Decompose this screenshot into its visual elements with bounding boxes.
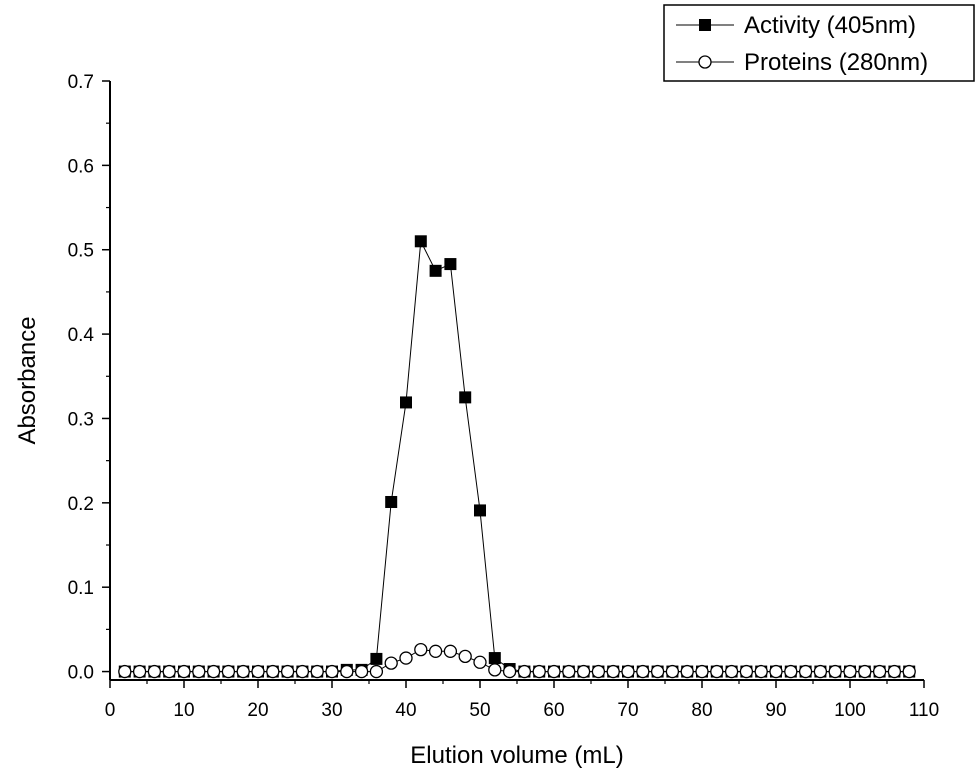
data-point-circle: [903, 666, 915, 678]
data-point-circle: [341, 666, 353, 678]
data-point-circle: [178, 666, 190, 678]
x-tick-label: 10: [173, 700, 194, 721]
data-point-circle: [814, 666, 826, 678]
data-point-circle: [726, 666, 738, 678]
x-tick-label: 100: [834, 700, 866, 721]
data-point-circle: [607, 666, 619, 678]
data-point-circle: [859, 666, 871, 678]
data-point-circle: [415, 644, 427, 656]
data-point-circle: [548, 666, 560, 678]
data-point-square: [370, 653, 382, 665]
data-point-circle: [652, 666, 664, 678]
y-tick-label: 0.7: [68, 72, 94, 93]
data-point-circle: [770, 666, 782, 678]
legend-marker-open-circle: [699, 56, 711, 68]
x-tick-label: 80: [691, 700, 712, 721]
x-tick-label: 50: [469, 700, 490, 721]
legend: Activity (405nm) Proteins (280nm): [664, 5, 974, 81]
data-point-square: [415, 235, 427, 247]
data-point-circle: [888, 666, 900, 678]
x-tick-label: 90: [765, 700, 786, 721]
x-tick-label: 0: [105, 700, 116, 721]
data-point-circle: [400, 652, 412, 664]
x-axis-title: Elution volume (mL): [410, 742, 623, 769]
y-tick-label: 0.2: [68, 494, 94, 515]
data-point-square: [430, 265, 442, 277]
data-point-circle: [740, 666, 752, 678]
data-point-circle: [637, 666, 649, 678]
data-point-circle: [489, 664, 501, 676]
data-point-circle: [237, 666, 249, 678]
data-point-circle: [119, 666, 131, 678]
data-point-circle: [459, 650, 471, 662]
data-point-circle: [681, 666, 693, 678]
data-point-circle: [385, 657, 397, 669]
data-point-circle: [356, 666, 368, 678]
legend-label-proteins: Proteins (280nm): [744, 49, 928, 76]
data-point-circle: [829, 666, 841, 678]
y-ticks: 0.0 0.1 0.2 0.3 0.4 0.5 0.6 0.7: [68, 72, 110, 684]
data-point-circle: [800, 666, 812, 678]
y-tick-label: 0.6: [68, 156, 94, 177]
data-point-square: [385, 496, 397, 508]
data-point-circle: [518, 666, 530, 678]
data-point-circle: [474, 656, 486, 668]
data-point-circle: [696, 666, 708, 678]
x-tick-label: 40: [395, 700, 416, 721]
data-point-circle: [444, 645, 456, 657]
series-layer: [119, 235, 915, 677]
y-tick-label: 0.4: [68, 325, 95, 346]
x-tick-label: 110: [909, 700, 939, 721]
data-point-square: [444, 258, 456, 270]
data-point-circle: [844, 666, 856, 678]
legend-marker-filled-square: [699, 19, 711, 31]
data-point-circle: [430, 645, 442, 657]
data-point-square: [459, 391, 471, 403]
axes: 0 10 20 30 40 50 60 70 80 90 100 110 0.00.10.20.30.…: [68, 72, 940, 721]
data-point-circle: [533, 666, 545, 678]
data-point-circle: [296, 666, 308, 678]
data-point-circle: [208, 666, 220, 678]
series-line: [125, 241, 909, 671]
data-point-square: [474, 504, 486, 516]
data-point-circle: [874, 666, 886, 678]
data-point-circle: [252, 666, 264, 678]
x-tick-label: 20: [247, 700, 268, 721]
data-point-circle: [282, 666, 294, 678]
y-tick-label: 0.1: [68, 578, 94, 599]
data-point-circle: [504, 666, 516, 678]
data-point-square: [489, 652, 501, 664]
data-point-circle: [592, 666, 604, 678]
y-tick-label: 0.3: [68, 409, 94, 430]
y-axis-title: Absorbance: [14, 316, 41, 444]
x-tick-label: 70: [617, 700, 638, 721]
data-point-circle: [370, 666, 382, 678]
data-point-circle: [163, 666, 175, 678]
data-point-circle: [311, 666, 323, 678]
y-tick-label: 0.0: [68, 663, 94, 684]
x-ticks: 0 10 20 30 40 50 60 70 80 90 100 110: [105, 680, 939, 721]
data-point-circle: [267, 666, 279, 678]
series-activity: [119, 235, 915, 677]
data-point-circle: [193, 666, 205, 678]
y-tick-label: 0.5: [68, 241, 94, 262]
data-point-circle: [622, 666, 634, 678]
data-point-circle: [578, 666, 590, 678]
data-point-circle: [785, 666, 797, 678]
x-tick-label: 30: [321, 700, 342, 721]
data-point-circle: [711, 666, 723, 678]
data-point-circle: [148, 666, 160, 678]
data-point-circle: [563, 666, 575, 678]
series-proteins: [119, 644, 915, 678]
data-point-circle: [222, 666, 234, 678]
data-point-square: [400, 396, 412, 408]
data-point-circle: [134, 666, 146, 678]
data-point-circle: [326, 666, 338, 678]
legend-label-activity: Activity (405nm): [744, 12, 916, 39]
data-point-circle: [755, 666, 767, 678]
data-point-circle: [666, 666, 678, 678]
x-tick-label: 60: [543, 700, 564, 721]
